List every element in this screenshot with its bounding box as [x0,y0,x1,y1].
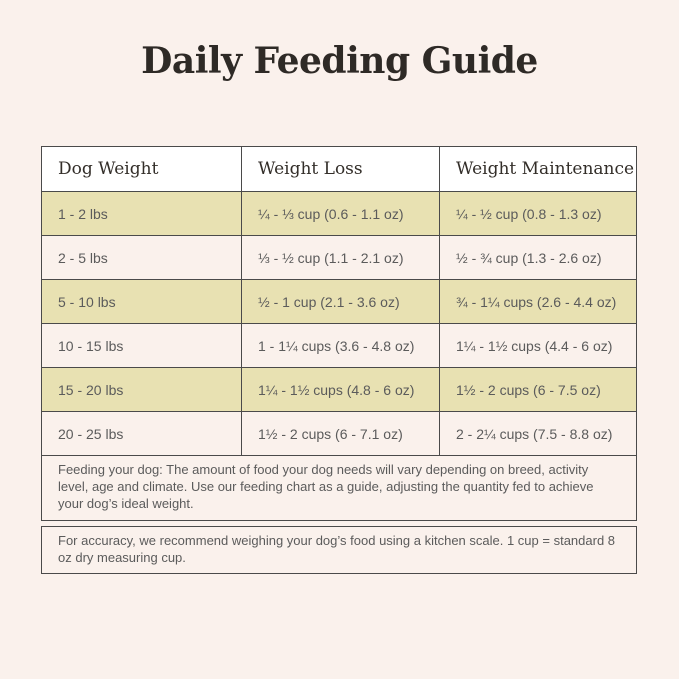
cell-weight-maintenance: 1½ - 2 cups (6 - 7.5 oz) [439,368,636,411]
cell-weight-maintenance: 2 - 2¼ cups (7.5 - 8.8 oz) [439,412,636,455]
feeding-table-wrapper: Dog Weight Weight Loss Weight Maintenanc… [41,146,637,575]
cell-weight-loss: 1½ - 2 cups (6 - 7.1 oz) [241,412,439,455]
cell-weight-loss: 1¼ - 1½ cups (4.8 - 6 oz) [241,368,439,411]
cell-weight-maintenance: ½ - ¾ cup (1.3 - 2.6 oz) [439,236,636,279]
cell-weight-maintenance: 1¼ - 1½ cups (4.4 - 6 oz) [439,324,636,367]
table-row: 10 - 15 lbs 1 - 1¼ cups (3.6 - 4.8 oz) 1… [42,323,636,367]
cell-dog-weight: 15 - 20 lbs [58,381,124,398]
table-row: 5 - 10 lbs ½ - 1 cup (2.1 - 3.6 oz) ¾ - … [42,279,636,323]
table-header-row: Dog Weight Weight Loss Weight Maintenanc… [42,147,636,191]
table-row: 2 - 5 lbs ⅓ - ½ cup (1.1 - 2.1 oz) ½ - ¾… [42,235,636,279]
cell-dog-weight: 10 - 15 lbs [58,337,124,354]
cell-dog-weight: 2 - 5 lbs [58,249,108,266]
cell-weight-loss: 1 - 1¼ cups (3.6 - 4.8 oz) [241,324,439,367]
column-header-dog-weight: Dog Weight [58,159,159,179]
page-title: Daily Feeding Guide [141,40,538,82]
table-row: 15 - 20 lbs 1¼ - 1½ cups (4.8 - 6 oz) 1½… [42,367,636,411]
cell-weight-loss: ½ - 1 cup (2.1 - 3.6 oz) [241,280,439,323]
table-row: 20 - 25 lbs 1½ - 2 cups (6 - 7.1 oz) 2 -… [42,411,636,455]
cell-dog-weight: 5 - 10 lbs [58,293,116,310]
cell-weight-loss: ¼ - ⅓ cup (0.6 - 1.1 oz) [241,192,439,235]
cell-weight-maintenance: ¼ - ½ cup (0.8 - 1.3 oz) [439,192,636,235]
accuracy-note: For accuracy, we recommend weighing your… [41,525,637,575]
column-header-weight-maintenance: Weight Maintenance [439,147,636,191]
table-row: 1 - 2 lbs ¼ - ⅓ cup (0.6 - 1.1 oz) ¼ - ½… [42,191,636,235]
cell-dog-weight: 1 - 2 lbs [58,205,108,222]
feeding-table: Dog Weight Weight Loss Weight Maintenanc… [41,146,637,521]
cell-dog-weight: 20 - 25 lbs [58,425,124,442]
column-header-weight-loss: Weight Loss [241,147,439,191]
cell-weight-maintenance: ¾ - 1¼ cups (2.6 - 4.4 oz) [439,280,636,323]
feeding-note: Feeding your dog: The amount of food you… [42,455,636,520]
cell-weight-loss: ⅓ - ½ cup (1.1 - 2.1 oz) [241,236,439,279]
